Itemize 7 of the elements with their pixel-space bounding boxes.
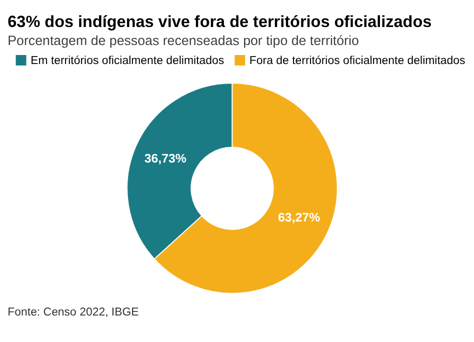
source-note: Fonte: Censo 2022, IBGE xyxy=(8,306,140,318)
legend-label: Em territórios oficialmente delimitados xyxy=(30,55,224,68)
chart-subtitle: Porcentagem de pessoas recenseadas por tipo de território xyxy=(8,32,359,48)
data-label: 36,73% xyxy=(144,152,186,166)
chart-title: 63% dos indígenas vive fora de territórios oficializados xyxy=(8,12,432,31)
legend-label: Fora de territórios oficialmente delimitados xyxy=(249,55,466,68)
data-label: 63,27% xyxy=(278,210,320,225)
